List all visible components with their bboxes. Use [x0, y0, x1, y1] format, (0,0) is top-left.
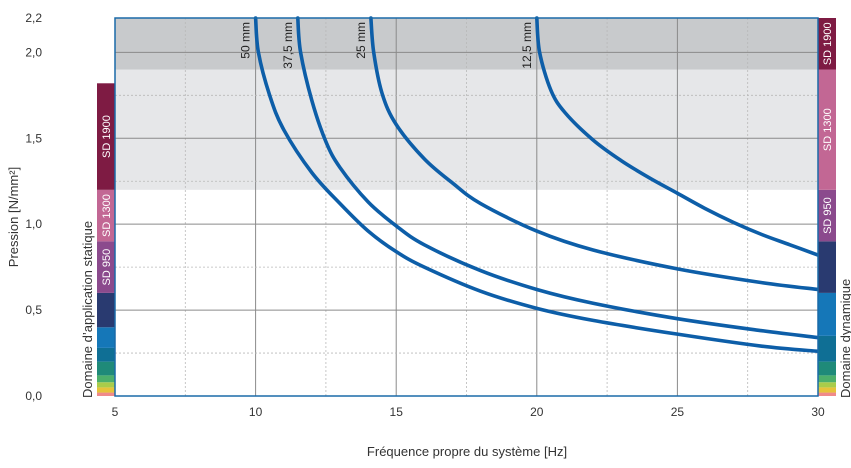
plot-frame: [114, 17, 819, 397]
right-bar-band-label: SD 1900: [822, 22, 834, 65]
right-bar-band-10: [818, 18, 836, 70]
curve-label: 12,5 mm: [520, 22, 534, 69]
x-tick-label: 30: [811, 405, 825, 419]
curve-25-mm: [369, 16, 820, 292]
curve-label: 25 mm: [354, 22, 368, 59]
y-tick-label: 2,2: [25, 11, 42, 25]
left-bar-band-label: SD 1900: [101, 115, 113, 158]
right-bar-band-3: [818, 375, 836, 383]
left-bar-band-7: [97, 292, 115, 328]
left-bar-band-6: [97, 327, 115, 348]
y-tick-label: 1,5: [25, 131, 42, 145]
right-bar-band-8: [818, 189, 836, 242]
left-bar-band-8: [97, 241, 115, 293]
right-bar-label: Domaine dynamique: [838, 279, 851, 398]
curve-label: 50 mm: [239, 22, 253, 59]
y-tick-labels: 0,0 0,5 1,0 1,5 2,0 2,2: [25, 11, 42, 403]
left-bar-band-label: SD 1300: [101, 194, 113, 237]
curve-labels: 50 mm 37,5 mm 25 mm 12,5 mm: [239, 22, 534, 69]
shaded-region-0: [115, 69, 818, 190]
left-bar-band-label: SD 950: [101, 249, 113, 286]
left-bar-band-4: [97, 361, 115, 376]
x-tick-labels: 5 10 15 20 25 30: [112, 405, 825, 419]
left-bar-band-3: [97, 375, 115, 383]
y-tick-label: 1,0: [25, 217, 42, 231]
x-axis-label: Fréquence propre du système [Hz]: [367, 444, 567, 459]
x-tick-label: 5: [112, 405, 119, 419]
x-tick-label: 25: [671, 405, 685, 419]
left-bar-band-5: [97, 347, 115, 362]
right-bar-band-1: [818, 387, 836, 393]
y-tick-label: 0,5: [25, 303, 42, 317]
left-bar-band-10: [97, 83, 115, 190]
x-tick-label: 20: [530, 405, 544, 419]
right-bar-band-2: [818, 382, 836, 388]
left-bar-band-9: [97, 189, 115, 242]
right-bar-band-7: [818, 241, 836, 293]
curve-37-5-mm: [295, 16, 820, 340]
right-bar-band-5: [818, 335, 836, 362]
curve-12-5-mm: [535, 16, 820, 257]
right-bar-band-label: SD 1300: [822, 108, 834, 151]
curve-50-mm: [253, 16, 820, 354]
right-bar-band-4: [818, 361, 836, 376]
right-bar-band-9: [818, 69, 836, 190]
right-bar-band-0: [818, 392, 836, 396]
curves: [253, 16, 820, 354]
bar-labels: SD 950 SD 1300 SD 1900 SD 950 SD 1300 SD 1900…: [80, 22, 851, 398]
y-tick-label: 0,0: [25, 389, 42, 403]
left-bar-label: Domaine d’application statique: [80, 221, 95, 398]
curve-label: 37,5 mm: [281, 22, 295, 69]
left-bar-band-0: [97, 392, 115, 396]
left-bar-band-2: [97, 382, 115, 388]
right-bar-band-6: [818, 292, 836, 336]
x-tick-label: 10: [249, 405, 263, 419]
y-tick-label: 2,0: [25, 45, 42, 59]
right-bar-band-label: SD 950: [822, 197, 834, 234]
left-bar-band-1: [97, 387, 115, 393]
y-axis-label: Pression [N/mm²]: [6, 167, 21, 267]
x-tick-label: 15: [390, 405, 404, 419]
side-bars: [97, 18, 836, 396]
